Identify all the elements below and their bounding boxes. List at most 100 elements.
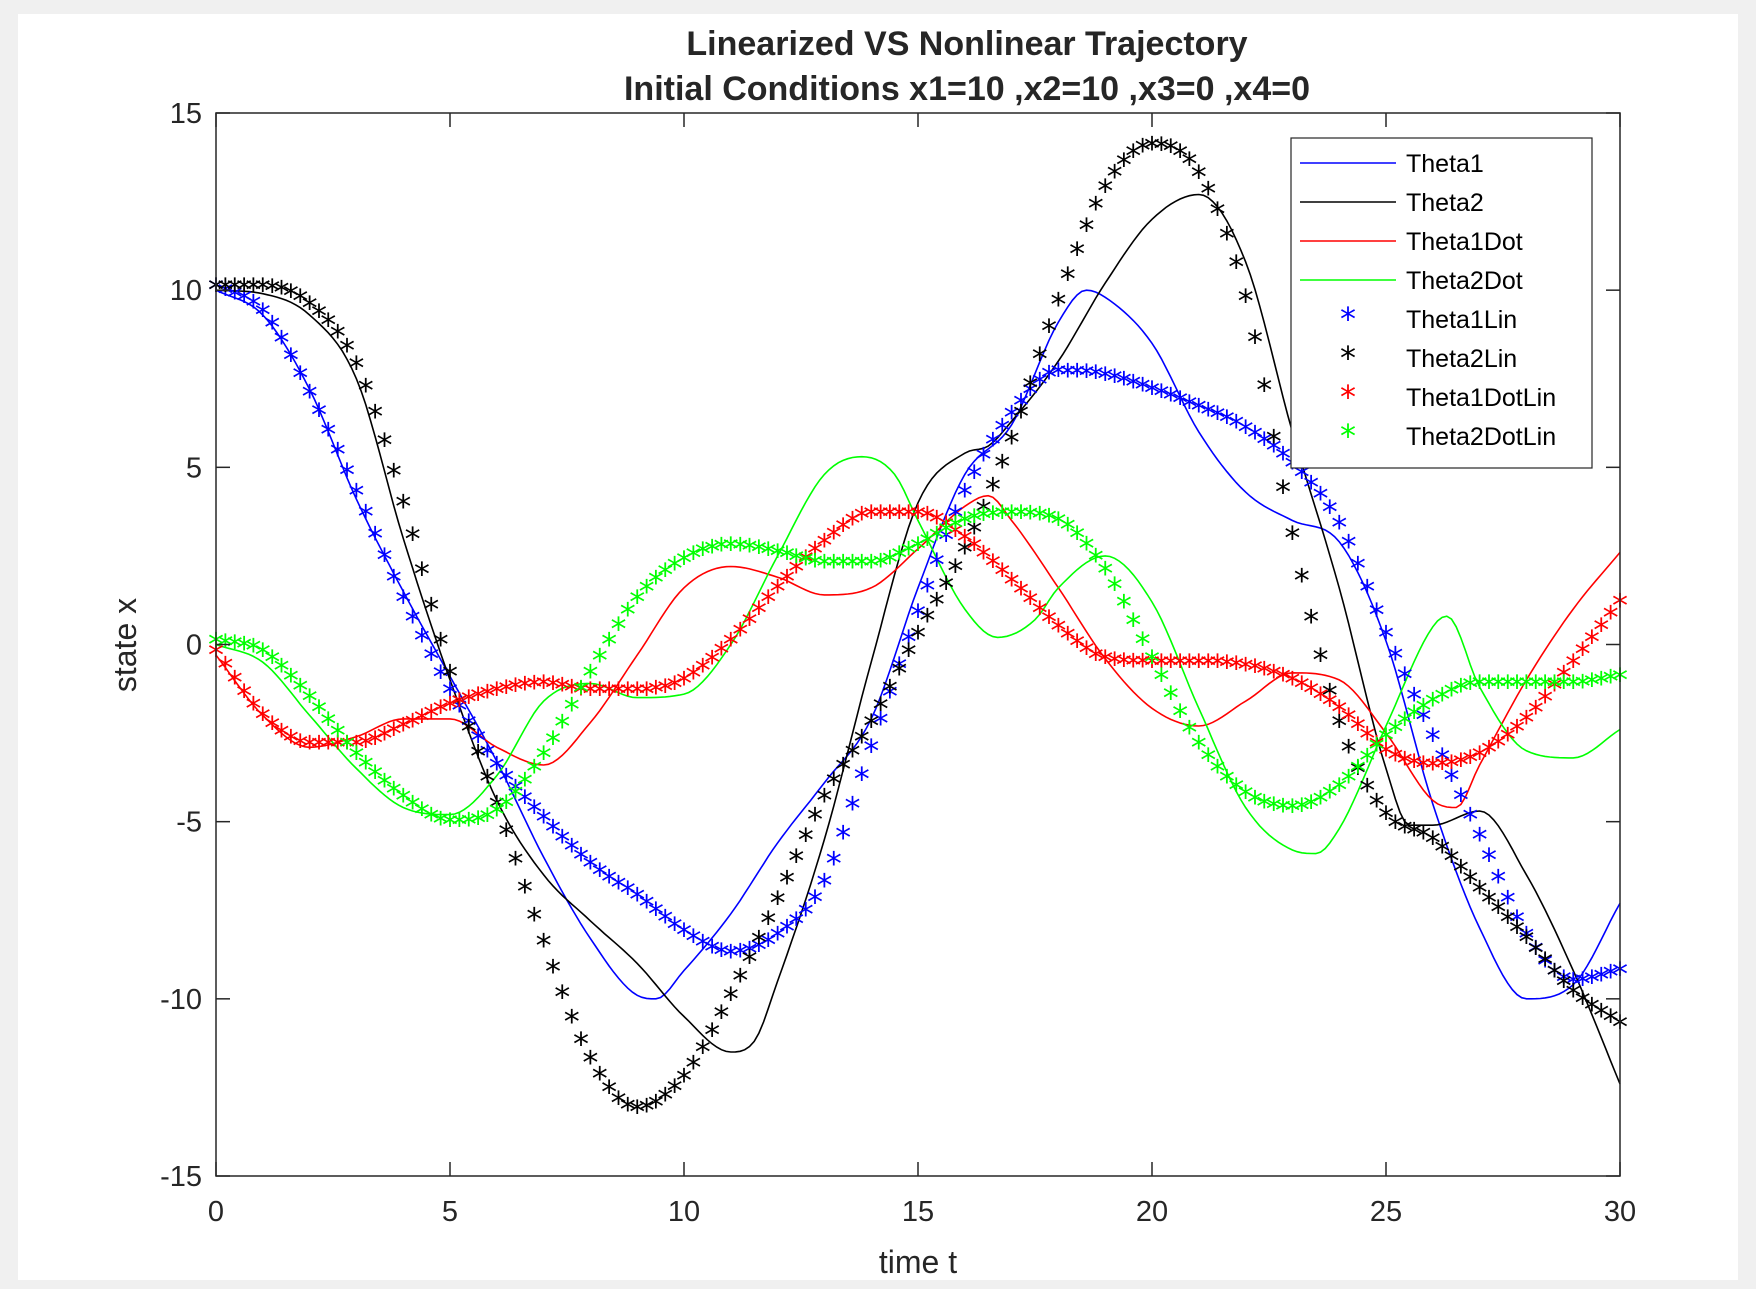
data-point-theta2lin: * <box>283 277 299 315</box>
data-point-theta2lin: * <box>901 636 917 674</box>
data-point-theta1lin: * <box>451 692 467 730</box>
data-point-theta2lin: * <box>1472 874 1488 912</box>
data-point-theta1dotlin: * <box>1406 747 1422 785</box>
data-point-theta2lin: * <box>929 585 945 623</box>
data-point-theta1dotlin: * <box>1387 740 1403 778</box>
data-point-theta1lin: * <box>1135 371 1151 409</box>
data-point-theta2dotlin: * <box>1303 788 1319 826</box>
data-point-theta1dotlin: * <box>386 715 402 753</box>
data-point-theta2lin: * <box>526 900 542 938</box>
data-point-theta1lin: * <box>1210 399 1226 437</box>
data-point-theta1dotlin: * <box>1500 720 1516 758</box>
data-point-theta2dotlin: * <box>1378 721 1394 759</box>
data-point-theta2dotlin: * <box>377 766 393 804</box>
data-point-theta1dotlin: * <box>685 659 701 697</box>
data-point-theta1lin: * <box>891 650 907 688</box>
data-point-theta2lin: * <box>564 1003 580 1041</box>
data-point-theta2dotlin: * <box>826 548 842 586</box>
data-point-theta1lin: * <box>1547 956 1563 994</box>
data-point-theta1dotlin: * <box>582 675 598 713</box>
data-point-theta1dotlin: * <box>1518 704 1534 742</box>
data-point-theta1dotlin: * <box>217 650 233 688</box>
data-point-theta2dotlin: * <box>1079 529 1095 567</box>
legend-swatch-theta1lin: * <box>1340 300 1356 338</box>
data-point-theta2lin: * <box>1341 733 1357 771</box>
data-point-theta2dotlin: * <box>957 505 973 543</box>
data-point-theta1lin: * <box>292 359 308 397</box>
data-point-theta1dotlin: * <box>1219 648 1235 686</box>
data-point-theta2dotlin: * <box>657 556 673 594</box>
data-point-theta2dotlin: * <box>1359 741 1375 779</box>
legend-swatch-theta1dotlin: * <box>1340 378 1356 416</box>
data-point-theta1dotlin: * <box>938 509 954 547</box>
data-point-theta2dotlin: * <box>1125 606 1141 644</box>
data-point-theta2lin: * <box>1163 132 1179 170</box>
data-point-theta1dotlin: * <box>1350 710 1366 748</box>
data-point-theta2dotlin: * <box>1172 697 1188 735</box>
data-point-theta2dotlin: * <box>901 534 917 572</box>
data-point-theta2dotlin: * <box>451 806 467 844</box>
data-point-theta1dotlin: * <box>639 675 655 713</box>
data-point-theta2lin: * <box>386 456 402 494</box>
data-point-theta1dotlin: * <box>470 680 486 718</box>
data-point-theta1lin: * <box>1341 528 1357 566</box>
data-point-theta2dotlin: * <box>283 661 299 699</box>
data-point-theta2lin: * <box>1050 285 1066 323</box>
data-point-theta1dotlin: * <box>1490 728 1506 766</box>
data-point-theta2dotlin: * <box>442 806 458 844</box>
data-point-theta1dotlin: * <box>1593 611 1609 649</box>
data-point-theta2lin: * <box>1275 473 1291 511</box>
data-point-theta2dotlin: * <box>685 539 701 577</box>
data-point-theta2dotlin: * <box>573 674 589 712</box>
data-point-theta1lin: * <box>1490 863 1506 901</box>
data-point-theta2dotlin: * <box>1341 762 1357 800</box>
data-point-theta2dotlin: * <box>1210 752 1226 790</box>
data-point-theta2lin: * <box>947 552 963 590</box>
data-point-theta2lin: * <box>274 274 290 312</box>
data-point-theta2dotlin: * <box>1472 668 1488 706</box>
data-point-theta1lin: * <box>311 396 327 434</box>
data-point-theta1lin: * <box>976 441 992 479</box>
data-point-theta2dotlin: * <box>1238 778 1254 816</box>
data-point-theta2dotlin: * <box>1041 502 1057 540</box>
data-point-theta2dotlin: * <box>1247 783 1263 821</box>
data-point-theta2dotlin: * <box>1584 666 1600 704</box>
data-point-theta2lin: * <box>330 317 346 355</box>
y-tick-label: -5 <box>176 807 202 839</box>
data-point-theta2dotlin: * <box>854 548 870 586</box>
series-line-theta1dot <box>215 494 1621 809</box>
data-point-theta2dotlin: * <box>1490 668 1506 706</box>
data-point-theta1lin: * <box>1575 965 1591 1003</box>
data-point-theta2lin: * <box>461 712 477 750</box>
data-point-theta1dotlin: * <box>461 683 477 721</box>
data-point-theta1lin: * <box>1275 439 1291 477</box>
data-point-theta2lin: * <box>348 349 364 387</box>
data-point-theta2dotlin: * <box>1537 668 1553 706</box>
data-point-theta1lin: * <box>863 732 879 770</box>
data-point-theta2lin: * <box>302 289 318 327</box>
data-point-theta1dotlin: * <box>330 728 346 766</box>
data-point-theta1lin: * <box>1359 573 1375 611</box>
x-tick-label: 25 <box>1370 1196 1402 1228</box>
data-point-theta2dotlin: * <box>414 795 430 833</box>
data-point-theta1lin: * <box>1041 359 1057 397</box>
data-point-theta2lin: * <box>1453 853 1469 891</box>
data-point-theta1dotlin: * <box>1462 743 1478 781</box>
y-tick-label: -15 <box>160 1161 202 1193</box>
data-point-theta1dotlin: * <box>919 499 935 537</box>
data-point-theta2dotlin: * <box>947 509 963 547</box>
data-point-theta1lin: * <box>1144 374 1160 412</box>
data-point-theta1dotlin: * <box>1434 749 1450 787</box>
data-point-theta1lin: * <box>245 287 261 325</box>
data-point-theta2dotlin: * <box>554 708 570 746</box>
data-point-theta2dotlin: * <box>1069 519 1085 557</box>
data-point-theta1lin: * <box>1153 377 1169 415</box>
data-point-theta1dotlin: * <box>1060 619 1076 657</box>
data-point-theta2lin: * <box>1481 883 1497 921</box>
data-point-theta1lin: * <box>798 895 814 933</box>
data-point-theta1lin: * <box>732 937 748 975</box>
data-point-theta2dotlin: * <box>339 728 355 766</box>
data-point-theta2dotlin: * <box>1266 790 1282 828</box>
data-point-theta1dotlin: * <box>1041 603 1057 641</box>
data-point-theta2dotlin: * <box>1144 643 1160 681</box>
